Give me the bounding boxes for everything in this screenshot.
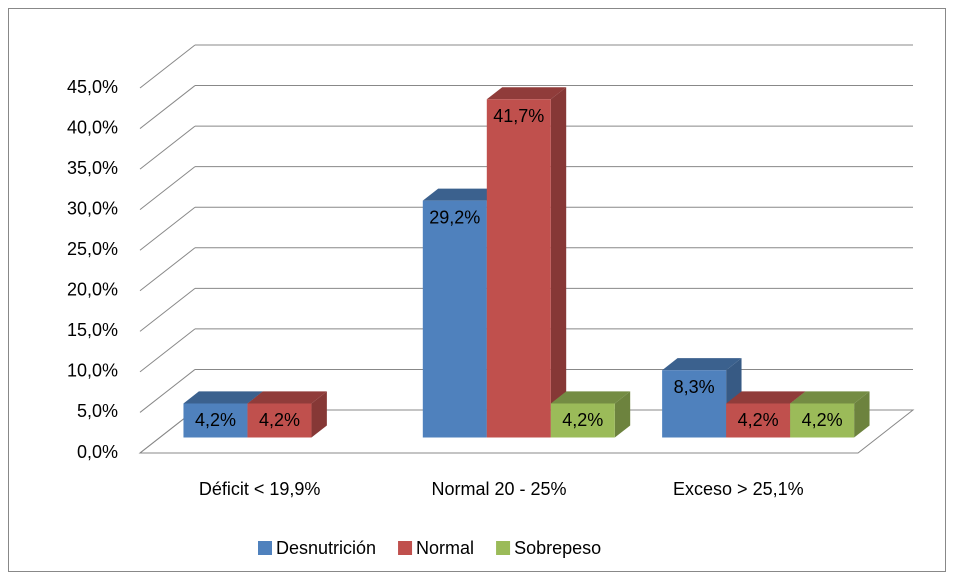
bar-top bbox=[247, 391, 327, 404]
y-tick-label: 25,0% bbox=[67, 239, 118, 259]
bar-top bbox=[790, 391, 870, 404]
bar-top bbox=[550, 391, 631, 404]
legend-label: Normal bbox=[416, 538, 474, 558]
y-tick-label: 30,0% bbox=[67, 198, 118, 218]
y-tick-label: 20,0% bbox=[67, 280, 118, 300]
grid-line bbox=[139, 369, 196, 413]
bar bbox=[662, 370, 727, 438]
data-label: 41,7% bbox=[493, 106, 544, 126]
legend-swatch bbox=[258, 541, 272, 555]
bar bbox=[550, 403, 615, 438]
y-tick-label: 40,0% bbox=[67, 117, 118, 137]
x-tick-label: Normal 20 - 25% bbox=[431, 479, 566, 499]
bar-top bbox=[726, 391, 806, 404]
bar-top bbox=[422, 188, 503, 201]
x-tick-label: Déficit < 19,9% bbox=[199, 479, 321, 499]
y-tick-label: 15,0% bbox=[67, 320, 118, 340]
legend-label: Desnutrición bbox=[276, 538, 376, 558]
bar-side bbox=[550, 87, 567, 438]
y-tick-label: 0,0% bbox=[77, 442, 118, 462]
data-label: 4,2% bbox=[802, 410, 843, 430]
bar-top bbox=[486, 87, 567, 100]
data-label: 4,2% bbox=[195, 410, 236, 430]
grid-line bbox=[139, 85, 196, 129]
y-tick-label: 45,0% bbox=[67, 77, 118, 97]
grid-line bbox=[139, 44, 196, 89]
legend-label: Sobrepeso bbox=[514, 538, 601, 558]
grid-line bbox=[139, 247, 196, 292]
legend-swatch bbox=[496, 541, 511, 555]
bar bbox=[183, 403, 248, 438]
data-label: 4,2% bbox=[259, 410, 300, 430]
y-tick-label: 35,0% bbox=[67, 158, 118, 178]
bar-side bbox=[614, 391, 631, 438]
bar bbox=[726, 403, 791, 438]
bar-side bbox=[311, 391, 327, 438]
data-label: 29,2% bbox=[429, 207, 480, 227]
grid-line bbox=[139, 125, 196, 170]
bar-top bbox=[662, 358, 742, 371]
bar bbox=[486, 99, 551, 438]
data-label: 4,2% bbox=[562, 410, 603, 430]
bar-side bbox=[854, 391, 870, 438]
bar bbox=[422, 200, 487, 438]
data-label: 4,2% bbox=[738, 410, 779, 430]
grid-line bbox=[139, 287, 196, 332]
bar bbox=[790, 403, 855, 438]
grid-line bbox=[139, 206, 196, 251]
bar bbox=[247, 403, 312, 438]
bar-top bbox=[183, 391, 263, 404]
data-label: 8,3% bbox=[674, 377, 715, 397]
y-tick-label: 5,0% bbox=[77, 401, 118, 421]
grid-line bbox=[139, 328, 196, 373]
x-tick-label: Exceso > 25,1% bbox=[673, 479, 804, 499]
legend-swatch bbox=[398, 541, 413, 555]
y-tick-label: 10,0% bbox=[67, 361, 118, 381]
grid-line bbox=[139, 166, 196, 211]
